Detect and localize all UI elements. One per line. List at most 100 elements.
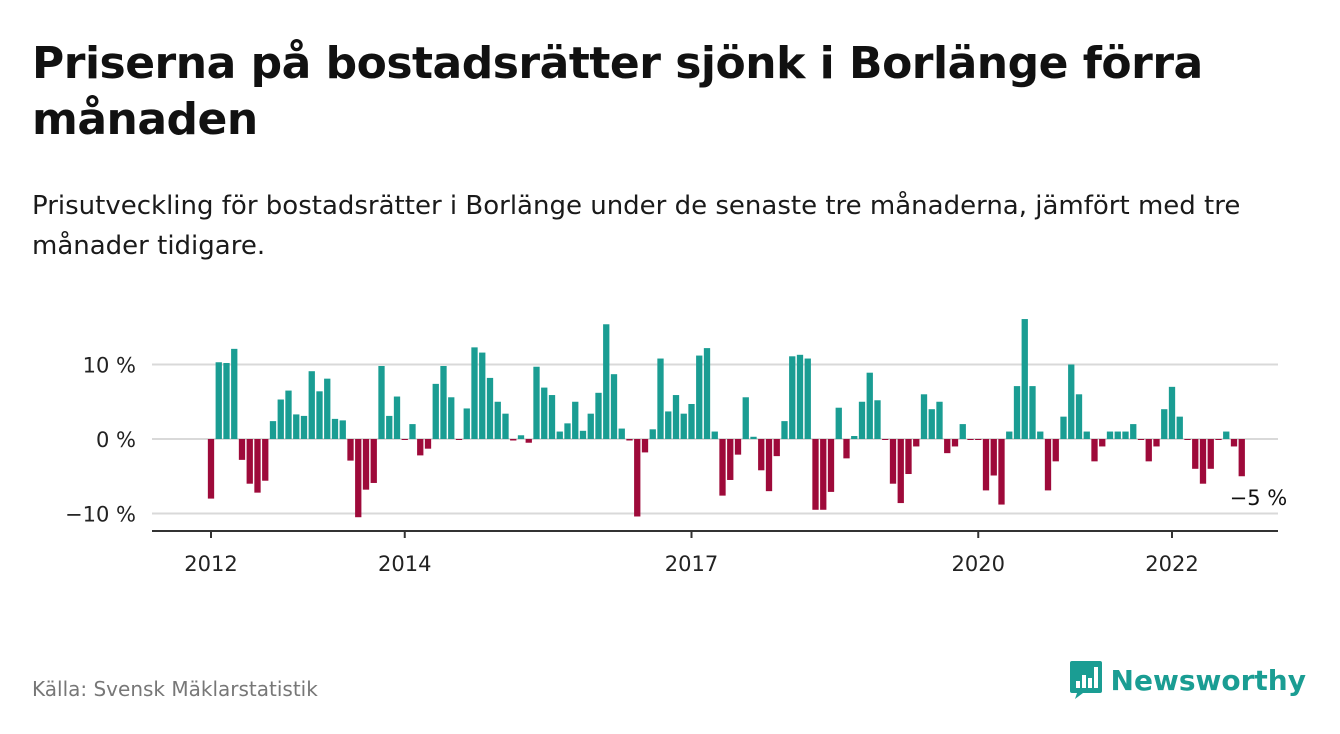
bar: [564, 423, 571, 439]
bar: [448, 397, 455, 439]
bar: [1192, 439, 1199, 469]
bar: [1207, 439, 1214, 469]
bar: [556, 431, 563, 439]
bar: [1215, 439, 1222, 440]
x-tick-label: 2020: [952, 552, 1005, 576]
bar: [951, 439, 959, 447]
bar: [393, 396, 401, 439]
bar: [672, 395, 680, 439]
bar: [409, 424, 416, 439]
bar: [626, 439, 633, 441]
bar: [324, 378, 331, 439]
bar: [858, 401, 866, 439]
bar: [339, 420, 346, 439]
bar: [1083, 431, 1090, 439]
bar: [897, 439, 904, 504]
bar: [1199, 439, 1207, 484]
bar: [455, 439, 463, 440]
bar: [277, 399, 284, 439]
bar: [595, 392, 602, 439]
bar: [378, 365, 385, 439]
bar: [293, 414, 300, 439]
bar: [525, 439, 532, 443]
bar: [874, 400, 881, 439]
bar-chart-logo-icon: [1069, 661, 1102, 699]
bar: [789, 356, 796, 439]
bar: [998, 439, 1005, 505]
bar: [680, 413, 687, 439]
bar: [1060, 416, 1067, 439]
bar: [370, 439, 377, 483]
bar: [1021, 319, 1028, 439]
bar: [967, 439, 974, 440]
bar: [796, 354, 804, 439]
bar: [1122, 431, 1129, 439]
y-tick-label: −10 %: [65, 503, 136, 527]
bar: [851, 436, 858, 439]
bar: [665, 411, 672, 439]
bar: [959, 424, 966, 439]
bar: [696, 355, 703, 439]
x-tick-label: 2014: [378, 552, 431, 576]
bar: [1130, 424, 1137, 439]
bar: [463, 408, 470, 439]
bar: [657, 358, 664, 439]
bar: [889, 439, 897, 484]
bar: [982, 439, 990, 491]
bar: [517, 435, 525, 439]
bar: [246, 439, 253, 484]
bar: [355, 439, 362, 518]
bar: [1029, 386, 1036, 439]
bar: [331, 418, 339, 439]
bars: [207, 319, 1245, 518]
bar: [238, 439, 246, 460]
bar: [1184, 439, 1191, 440]
bar: [1161, 409, 1168, 439]
bar: [1044, 439, 1052, 491]
bar: [905, 439, 912, 475]
bar: [618, 428, 625, 439]
bar: [579, 430, 587, 439]
bar: [572, 401, 579, 439]
bar: [703, 348, 711, 439]
bar: [1099, 439, 1106, 447]
bar: [913, 439, 920, 447]
bar: [827, 439, 835, 492]
bar: [1238, 439, 1245, 477]
bar: [587, 413, 594, 439]
bar: [548, 395, 556, 439]
bar: [820, 439, 827, 510]
axis-labels: −10 % 0 % 10 % 2012 2014 2017 2020 2022 −5 %: [65, 354, 1287, 577]
bar: [734, 439, 742, 455]
bar: [440, 365, 447, 439]
bar: [479, 352, 486, 439]
newsworthy-logo: Newsworthy: [1069, 660, 1306, 700]
bar: [1114, 431, 1121, 439]
bar: [1168, 386, 1176, 439]
last-value-annotation: −5 %: [1230, 486, 1288, 510]
bar: [215, 362, 222, 439]
bar: [920, 394, 928, 439]
y-tick-label: 10 %: [83, 354, 136, 378]
bar: [936, 401, 943, 439]
bar: [719, 439, 726, 496]
bar: [471, 347, 478, 439]
bar: [603, 324, 610, 439]
source-note: Källa: Svensk Mäklarstatistik: [32, 677, 318, 701]
bar: [804, 358, 811, 439]
bar: [1153, 439, 1160, 447]
bar: [254, 439, 261, 493]
bar: [634, 439, 641, 517]
bar: [812, 439, 819, 510]
bar: [541, 387, 548, 439]
bar: [300, 415, 308, 439]
x-tick-label: 2012: [184, 552, 237, 576]
y-tick-label: 0 %: [96, 428, 136, 452]
bar: [990, 439, 997, 476]
bar: [510, 439, 517, 441]
bar: [1037, 431, 1044, 439]
bar: [347, 439, 354, 461]
bar: [401, 439, 408, 440]
x-tick-label: 2022: [1145, 552, 1198, 576]
